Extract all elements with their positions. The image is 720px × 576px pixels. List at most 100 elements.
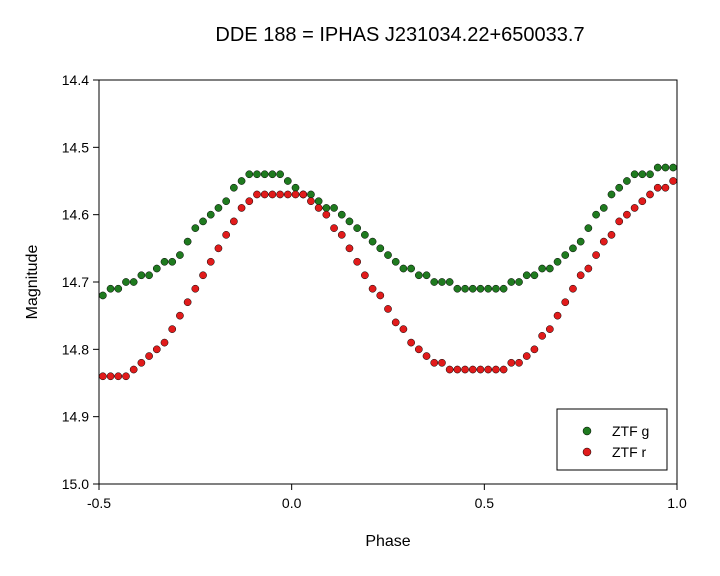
y-tick-label: 14.7	[62, 274, 89, 290]
point-ztf-g	[638, 170, 647, 179]
point-ztf-g	[353, 224, 362, 232]
point-ztf-r	[291, 190, 300, 199]
point-ztf-g	[152, 264, 161, 273]
point-ztf-g	[438, 278, 446, 286]
point-ztf-r	[106, 372, 115, 381]
point-ztf-g	[422, 271, 431, 280]
point-ztf-g	[414, 271, 423, 280]
point-ztf-g	[222, 197, 231, 206]
legend-box	[556, 408, 668, 471]
point-ztf-g	[245, 170, 254, 179]
point-ztf-g	[445, 278, 454, 286]
point-ztf-g	[453, 284, 462, 293]
y-tick-label: 14.8	[62, 341, 89, 357]
point-ztf-g	[522, 271, 531, 280]
point-ztf-r	[176, 311, 184, 320]
point-ztf-r	[152, 345, 161, 354]
point-ztf-r	[530, 345, 539, 354]
point-ztf-g	[569, 244, 577, 253]
point-ztf-r	[345, 244, 354, 253]
point-ztf-g	[592, 210, 600, 219]
point-ztf-r	[422, 352, 431, 360]
point-ztf-r	[599, 237, 608, 246]
point-ztf-r	[515, 358, 523, 367]
point-ztf-g	[530, 271, 539, 280]
point-ztf-r	[638, 197, 647, 206]
point-ztf-g	[237, 177, 246, 185]
point-ztf-r	[168, 325, 177, 333]
point-ztf-r	[137, 358, 146, 367]
point-ztf-r	[260, 190, 269, 199]
point-ztf-g	[484, 284, 493, 293]
point-ztf-g	[553, 257, 562, 266]
point-ztf-r	[492, 365, 500, 374]
point-ztf-g	[99, 291, 107, 300]
point-ztf-r	[222, 231, 231, 239]
point-ztf-g	[545, 264, 554, 273]
point-ztf-g	[515, 278, 523, 286]
point-ztf-g	[268, 170, 277, 179]
point-ztf-g	[430, 278, 439, 286]
point-ztf-g	[561, 251, 570, 259]
point-ztf-g	[623, 177, 631, 185]
point-ztf-r	[283, 190, 292, 199]
point-ztf-r	[361, 271, 369, 280]
point-ztf-g	[507, 278, 516, 286]
x-tick-label: 0.5	[475, 495, 495, 511]
point-ztf-g	[137, 271, 146, 280]
point-ztf-r	[307, 197, 315, 206]
point-ztf-r	[607, 231, 616, 239]
legend-marker-ztf-g	[582, 426, 592, 436]
y-tick-label: 15.0	[62, 476, 89, 492]
point-ztf-r	[368, 284, 377, 293]
point-ztf-g	[183, 237, 192, 246]
point-ztf-g	[106, 284, 115, 293]
legend-label-ztf-g: ZTF g	[612, 423, 649, 439]
point-ztf-g	[361, 231, 369, 239]
point-ztf-r	[522, 352, 531, 360]
point-ztf-g	[391, 257, 400, 266]
point-ztf-g	[283, 177, 292, 185]
point-ztf-g	[399, 264, 408, 273]
point-ztf-g	[307, 190, 315, 199]
point-ztf-g	[206, 210, 215, 219]
axis-ticks: -0.5 0.0 0.5 1.0 14.4 14.5 14.6 14.7 14.8 14.9 15.…	[62, 72, 687, 511]
point-ztf-r	[376, 291, 385, 300]
x-tick-label: 1.0	[667, 495, 687, 511]
point-ztf-r	[99, 372, 107, 381]
point-ztf-r	[206, 257, 215, 266]
point-ztf-g	[322, 204, 331, 212]
point-ztf-r	[476, 365, 485, 374]
point-ztf-r	[191, 284, 200, 293]
point-ztf-g	[476, 284, 485, 293]
point-ztf-r	[646, 190, 654, 199]
point-ztf-r	[199, 271, 207, 280]
point-ztf-r	[391, 318, 400, 327]
legend: ZTF g ZTF r	[556, 408, 668, 471]
x-axis-label: Phase	[365, 533, 410, 550]
point-ztf-g	[214, 204, 223, 212]
y-tick-label: 14.6	[62, 207, 89, 223]
point-ztf-r	[214, 244, 223, 253]
point-ztf-g	[114, 284, 123, 293]
point-ztf-r	[114, 372, 123, 381]
point-ztf-r	[230, 217, 238, 226]
point-ztf-g	[191, 224, 200, 232]
legend-label-ztf-r: ZTF r	[612, 444, 647, 460]
point-ztf-g	[653, 163, 662, 172]
point-ztf-r	[438, 358, 446, 367]
x-tick-label: -0.5	[87, 495, 111, 511]
point-ztf-r	[630, 204, 639, 212]
point-ztf-g	[276, 170, 284, 179]
point-ztf-g	[168, 257, 177, 266]
point-ztf-g	[260, 170, 269, 179]
point-ztf-r	[353, 257, 362, 266]
point-ztf-r	[414, 345, 423, 354]
point-ztf-g	[368, 237, 377, 246]
point-ztf-r	[468, 365, 477, 374]
point-ztf-r	[122, 372, 130, 381]
point-ztf-r	[245, 197, 254, 206]
point-ztf-g	[376, 244, 385, 253]
point-ztf-g	[669, 163, 677, 172]
